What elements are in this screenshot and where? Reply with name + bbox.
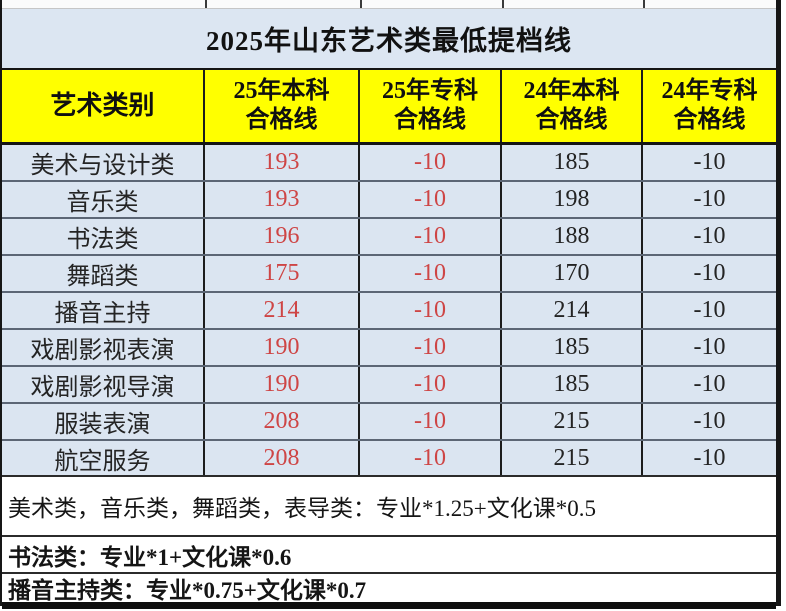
header-line2: 合格线 bbox=[673, 107, 746, 133]
row-label: 美术与设计类 bbox=[2, 145, 205, 180]
table-header-row: 艺术类别 25年本科 合格线 25年专科 合格线 24年本科 合格线 24年专科… bbox=[2, 68, 776, 145]
header-line2: 合格线 bbox=[245, 107, 318, 133]
cell-value: 196 bbox=[205, 219, 360, 254]
cell-value: 170 bbox=[502, 256, 643, 291]
table-row: 书法类 196 -10 188 -10 bbox=[2, 219, 776, 256]
cell-value: -10 bbox=[693, 297, 726, 323]
cell-value: 208 bbox=[205, 441, 360, 476]
column-divider-tick bbox=[360, 0, 362, 8]
cell-value: -10 bbox=[693, 408, 726, 434]
cell-value: -10 bbox=[693, 334, 726, 360]
cell-value: 185 bbox=[502, 367, 643, 402]
cell-value: -10 bbox=[360, 219, 502, 254]
cell-value: -10 bbox=[360, 441, 502, 476]
cell-value: -10 bbox=[693, 186, 726, 212]
title-band: 2025年山东艺术类最低提档线 bbox=[2, 9, 776, 68]
note-calligraphy: 书法类：专业*1+文化课*0.6 bbox=[2, 535, 776, 572]
header-line2: 合格线 bbox=[394, 107, 466, 133]
row-label: 戏剧影视导演 bbox=[2, 367, 205, 402]
cell-value: -10 bbox=[360, 182, 502, 217]
table-body: 美术与设计类 193 -10 185 -10 音乐类 193 -10 198 -… bbox=[2, 145, 776, 476]
cell-value: 188 bbox=[502, 219, 643, 254]
cell-value: 215 bbox=[502, 441, 643, 476]
cell-value: 185 bbox=[502, 145, 643, 180]
header-line1: 25年专科 bbox=[382, 77, 478, 104]
row-label: 服装表演 bbox=[2, 404, 205, 439]
top-clipped-row-strip bbox=[2, 0, 776, 9]
cell-value: 214 bbox=[205, 293, 360, 328]
row-label: 播音主持 bbox=[2, 293, 205, 328]
cell-value: -10 bbox=[360, 404, 502, 439]
cell-value: 193 bbox=[205, 182, 360, 217]
cell-value: -10 bbox=[360, 367, 502, 402]
table-row: 音乐类 193 -10 198 -10 bbox=[2, 182, 776, 219]
left-frame-border bbox=[0, 0, 2, 606]
cell-value: 190 bbox=[205, 330, 360, 365]
cell-value: -10 bbox=[693, 223, 726, 249]
header-24-benke: 24年本科 合格线 bbox=[502, 70, 643, 142]
cell-value: -10 bbox=[360, 256, 502, 291]
header-line1: 24年专科 bbox=[661, 77, 758, 104]
cell-value: -10 bbox=[693, 260, 726, 286]
header-25-benke: 25年本科 合格线 bbox=[205, 70, 360, 142]
right-white-strip bbox=[781, 0, 786, 606]
header-category: 艺术类别 bbox=[2, 70, 205, 142]
header-24-zhuanke: 24年专科 合格线 bbox=[643, 70, 776, 142]
table-row: 服装表演 208 -10 215 -10 bbox=[2, 404, 776, 441]
cell-value: -10 bbox=[360, 145, 502, 180]
cell-value: 185 bbox=[502, 330, 643, 365]
row-label: 书法类 bbox=[2, 219, 205, 254]
row-label: 舞蹈类 bbox=[2, 256, 205, 291]
cell-value: 193 bbox=[205, 145, 360, 180]
formula-notes: 美术类，音乐类，舞蹈类，表导类：专业*1.25+文化课*0.5 书法类：专业*1… bbox=[2, 475, 776, 603]
page-title: 2025年山东艺术类最低提档线 bbox=[206, 26, 572, 56]
cell-value: -10 bbox=[360, 293, 502, 328]
cell-value: 215 bbox=[502, 404, 643, 439]
cell-value: 208 bbox=[205, 404, 360, 439]
cell-value: 198 bbox=[502, 182, 643, 217]
table-row: 美术与设计类 193 -10 185 -10 bbox=[2, 145, 776, 182]
row-label: 航空服务 bbox=[2, 441, 205, 476]
table-row: 航空服务 208 -10 215 -10 bbox=[2, 441, 776, 476]
cell-value: -10 bbox=[693, 445, 726, 471]
table-row: 舞蹈类 175 -10 170 -10 bbox=[2, 256, 776, 293]
right-frame-border bbox=[776, 0, 781, 606]
row-label: 音乐类 bbox=[2, 182, 205, 217]
note-broadcasting: 播音主持类：专业*0.75+文化课*0.7 bbox=[2, 572, 776, 603]
cell-value: 214 bbox=[502, 293, 643, 328]
table-row: 戏剧影视导演 190 -10 185 -10 bbox=[2, 367, 776, 404]
header-line1: 24年本科 bbox=[523, 77, 620, 104]
table-row: 戏剧影视表演 190 -10 185 -10 bbox=[2, 330, 776, 367]
cell-value: -10 bbox=[360, 330, 502, 365]
cell-value: -10 bbox=[693, 149, 726, 175]
row-label: 戏剧影视表演 bbox=[2, 330, 205, 365]
header-line1: 25年本科 bbox=[233, 77, 330, 104]
cell-value: -10 bbox=[693, 371, 726, 397]
table-row: 播音主持 214 -10 214 -10 bbox=[2, 293, 776, 330]
cell-value: 190 bbox=[205, 367, 360, 402]
header-line2: 合格线 bbox=[535, 107, 608, 133]
header-25-zhuanke: 25年专科 合格线 bbox=[360, 70, 502, 142]
cell-value: 175 bbox=[205, 256, 360, 291]
note-art-music-dance: 美术类，音乐类，舞蹈类，表导类：专业*1.25+文化课*0.5 bbox=[2, 475, 776, 535]
column-divider-tick bbox=[502, 0, 504, 8]
column-divider-tick bbox=[205, 0, 207, 8]
column-divider-tick bbox=[643, 0, 645, 8]
